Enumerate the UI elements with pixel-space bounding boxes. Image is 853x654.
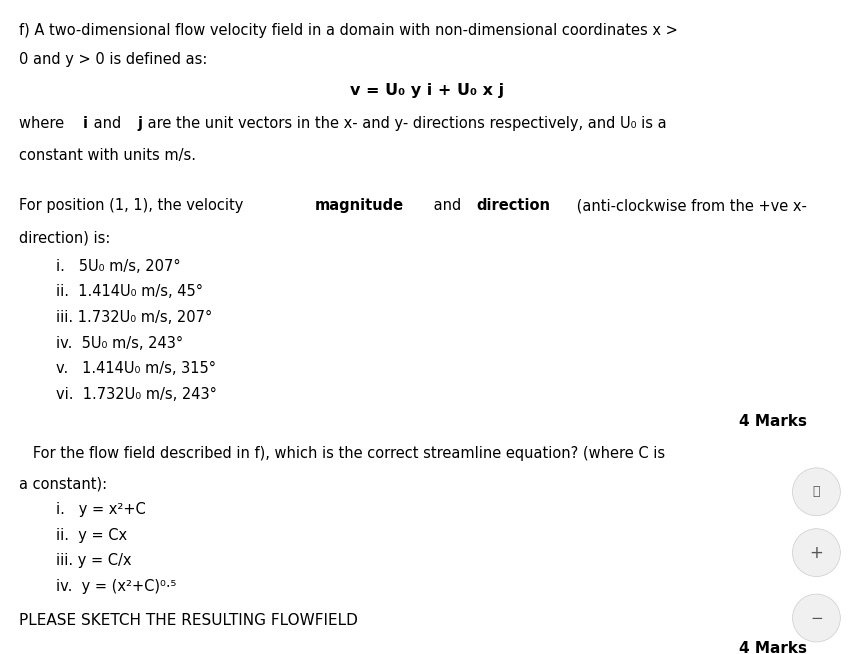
Text: ii.  y = Cx: ii. y = Cx [55, 528, 126, 543]
Text: vi.  1.732U₀ m/s, 243°: vi. 1.732U₀ m/s, 243° [55, 387, 216, 402]
Text: iv.  5U₀ m/s, 243°: iv. 5U₀ m/s, 243° [55, 336, 183, 351]
Ellipse shape [792, 594, 839, 642]
Text: For the flow field described in f), which is the correct streamline equation? (w: For the flow field described in f), whic… [19, 446, 664, 461]
Text: i.   y = x²+C: i. y = x²+C [55, 502, 145, 517]
Text: 4 Marks: 4 Marks [738, 641, 806, 654]
Text: v = U₀ y i + U₀ x j: v = U₀ y i + U₀ x j [350, 83, 503, 98]
Text: 4 Marks: 4 Marks [738, 414, 806, 429]
Text: iii. y = C/x: iii. y = C/x [55, 553, 131, 568]
Text: and: and [429, 198, 466, 213]
Text: ⤢: ⤢ [812, 485, 819, 498]
Text: iii. 1.732U₀ m/s, 207°: iii. 1.732U₀ m/s, 207° [55, 310, 212, 325]
Text: j: j [136, 116, 142, 131]
Text: (anti-clockwise from the +ve x-: (anti-clockwise from the +ve x- [572, 198, 806, 213]
Text: where: where [19, 116, 68, 131]
Text: constant with units m/s.: constant with units m/s. [19, 148, 195, 164]
Text: v.   1.414U₀ m/s, 315°: v. 1.414U₀ m/s, 315° [55, 361, 215, 376]
Text: −: − [809, 611, 821, 625]
Text: For position (1, 1), the velocity: For position (1, 1), the velocity [19, 198, 247, 213]
Text: direction: direction [476, 198, 550, 213]
Ellipse shape [792, 528, 839, 577]
Text: and: and [90, 116, 126, 131]
Text: iv.  y = (x²+C)⁰⋅⁵: iv. y = (x²+C)⁰⋅⁵ [55, 579, 176, 594]
Text: are the unit vectors in the x- and y- directions respectively, and U₀ is a: are the unit vectors in the x- and y- di… [143, 116, 666, 131]
Text: +: + [809, 543, 822, 562]
Text: direction) is:: direction) is: [19, 230, 110, 245]
Ellipse shape [792, 468, 839, 516]
Text: i: i [83, 116, 88, 131]
Text: magnitude: magnitude [314, 198, 403, 213]
Text: i.   5U₀ m/s, 207°: i. 5U₀ m/s, 207° [55, 259, 180, 274]
Text: 0 and y > 0 is defined as:: 0 and y > 0 is defined as: [19, 52, 207, 67]
Text: PLEASE SKETCH THE RESULTING FLOWFIELD: PLEASE SKETCH THE RESULTING FLOWFIELD [19, 613, 357, 628]
Text: a constant):: a constant): [19, 476, 107, 491]
Text: ii.  1.414U₀ m/s, 45°: ii. 1.414U₀ m/s, 45° [55, 284, 202, 300]
Text: f) A two-dimensional flow velocity field in a domain with non-dimensional coordi: f) A two-dimensional flow velocity field… [19, 23, 677, 38]
